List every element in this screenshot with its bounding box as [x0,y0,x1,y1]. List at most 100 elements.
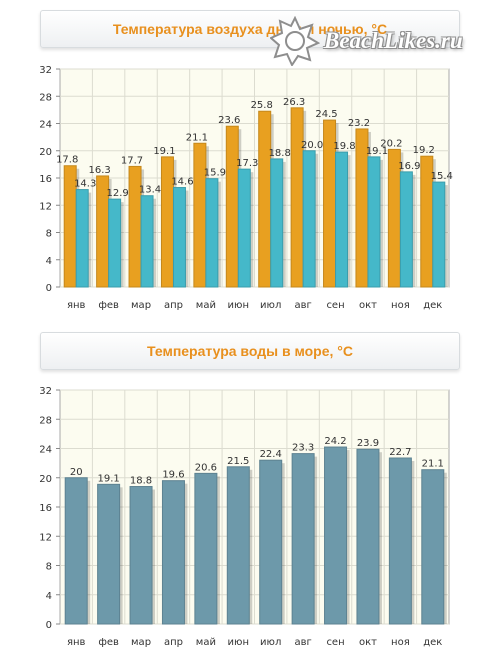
air-temperature-title: Температура воздуха днем и ночью, °C [112,21,388,37]
y-tick-label: 20 [39,147,52,158]
value-label: 15.9 [204,168,226,179]
value-label: 17.3 [236,158,258,169]
value-label: 12.9 [106,188,128,199]
x-tick-label: окт [359,300,377,311]
value-label: 23.9 [357,438,379,449]
x-tick-label: апр [164,300,183,311]
value-label: 17.8 [56,155,78,166]
y-tick-label: 32 [39,386,52,397]
bar [270,158,284,288]
value-label: 16.3 [88,165,110,176]
x-tick-label: янв [67,300,86,311]
value-label: 21.1 [422,459,444,470]
x-tick-label: ноя [391,300,410,311]
value-label: 15.4 [431,171,453,182]
x-tick-label: мар [131,637,151,648]
x-tick-label: авг [294,300,311,311]
bar [75,189,89,288]
x-tick-label: сен [326,300,344,311]
y-tick-label: 16 [39,503,52,514]
y-tick-label: 24 [39,120,52,131]
value-label: 19.1 [153,146,175,157]
y-tick-label: 16 [39,174,52,185]
value-label: 14.3 [74,179,96,190]
bar [129,486,153,625]
bar [194,472,218,625]
x-tick-label: янв [67,637,86,648]
value-label: 20.0 [301,140,323,151]
air-temperature-chart: 0 4 8 12 16 20 24 28 32 17.8 14.3 янв 16.3 12.9 фев 17.… [39,65,453,311]
y-tick-label: 12 [39,532,52,543]
bar [64,477,88,625]
bar [324,446,348,625]
bar [302,150,316,288]
y-tick-label: 32 [39,65,52,76]
bar [367,156,381,288]
bar [421,469,445,625]
bar [140,195,154,288]
value-label: 22.4 [260,449,282,460]
value-label: 23.3 [292,443,314,454]
value-label: 20.2 [380,138,402,149]
value-label: 19.2 [413,145,435,156]
bar [108,198,122,288]
watermark-text: BeachLikes.ru [324,28,463,53]
value-label: 20 [70,467,83,478]
bar [161,480,185,625]
value-label: 19.1 [97,473,119,484]
x-tick-label: апр [164,637,183,648]
air-temperature-header: Температура воздуха днем и ночью, °C [40,10,460,48]
bar [291,453,315,625]
y-tick-label: 8 [46,562,52,573]
value-label: 24.5 [315,109,337,120]
sea-temperature-header: Температура воды в море, °C [40,332,460,370]
value-label: 23.6 [218,115,240,126]
y-tick-label: 4 [46,256,52,267]
x-tick-label: дек [423,300,442,311]
y-tick-label: 24 [39,445,52,456]
y-tick-label: 0 [46,620,52,631]
value-label: 20.6 [195,462,217,473]
y-tick-label: 20 [39,474,52,485]
bar [432,181,446,288]
value-label: 16.9 [398,161,420,172]
value-label: 23.2 [348,118,370,129]
x-tick-label: мар [131,300,151,311]
bar [237,168,251,288]
x-tick-label: авг [294,637,311,648]
y-tick-label: 4 [46,591,52,602]
x-tick-label: ноя [391,637,410,648]
value-label: 21.1 [186,132,208,143]
value-label: 21.5 [227,456,249,467]
value-label: 22.7 [389,447,411,458]
x-tick-label: май [196,300,216,311]
bar [399,171,413,288]
x-tick-label: июн [228,637,249,648]
value-label: 19.6 [162,470,184,481]
sea-temperature-title: Температура воды в море, °C [147,343,353,359]
value-label: 19.1 [366,146,388,157]
bar [259,459,283,625]
bar [205,178,219,288]
value-label: 25.8 [251,100,273,111]
x-tick-label: фев [98,637,119,648]
y-tick-label: 28 [39,92,52,103]
bar [388,457,412,625]
x-tick-label: июл [260,637,281,648]
x-tick-label: июн [228,300,249,311]
x-tick-label: дек [423,637,442,648]
value-label: 26.3 [283,97,305,108]
x-tick-label: июл [260,300,281,311]
value-label: 13.4 [139,185,161,196]
x-tick-label: фев [98,300,119,311]
value-label: 14.6 [171,177,193,188]
value-label: 18.8 [130,476,152,487]
x-tick-label: окт [359,637,377,648]
y-tick-label: 0 [46,283,52,294]
value-label: 19.8 [333,141,355,152]
bar [172,187,186,288]
x-tick-label: май [196,637,216,648]
value-label: 17.7 [121,155,143,166]
y-tick-label: 8 [46,229,52,240]
